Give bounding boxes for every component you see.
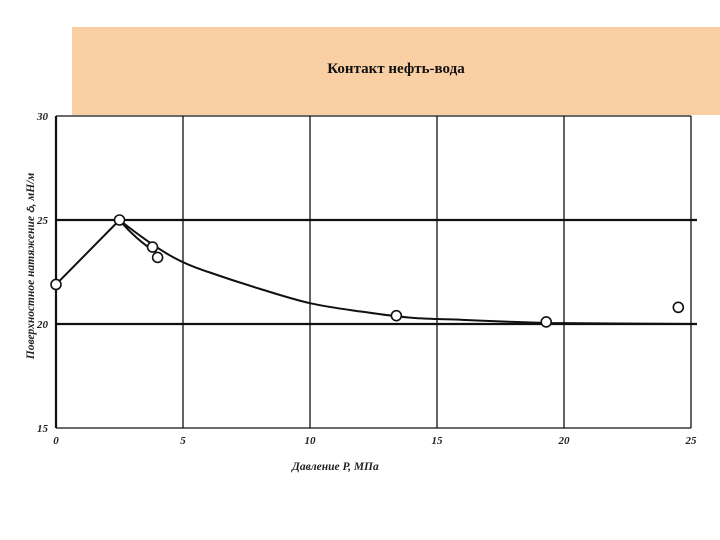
data-point (50, 278, 62, 291)
data-point (540, 316, 553, 328)
x-tick-labels: 0 5 10 15 20 25 (53, 435, 697, 447)
x-tick-label: 0 (53, 435, 59, 447)
y-tick-label: 30 (36, 111, 49, 123)
y-tick-label: 15 (37, 423, 49, 435)
x-tick-label: 15 (432, 435, 444, 447)
title-banner: Контакт нефть-вода (72, 27, 720, 115)
y-tick-label: 20 (36, 319, 49, 331)
y-axis-label: Поверхностное натяжение ઠ, мН/м (25, 173, 37, 361)
x-axis-label: Давление P, МПа (291, 461, 379, 473)
data-point (672, 301, 685, 314)
y-tick-labels: 15 20 25 30 (36, 111, 49, 435)
data-point (390, 309, 403, 322)
data-point (113, 214, 126, 226)
x-tick-label: 10 (305, 435, 317, 447)
x-tick-label: 25 (685, 435, 698, 447)
data-point (151, 251, 164, 264)
slide-title: Контакт нефть-вода (327, 61, 465, 77)
series-curve (55, 218, 698, 325)
grid (54, 115, 697, 429)
data-point (146, 241, 159, 253)
data-points (50, 214, 685, 328)
x-tick-label: 5 (180, 435, 186, 447)
y-tick-label: 25 (36, 215, 49, 227)
x-tick-label: 20 (558, 435, 571, 447)
